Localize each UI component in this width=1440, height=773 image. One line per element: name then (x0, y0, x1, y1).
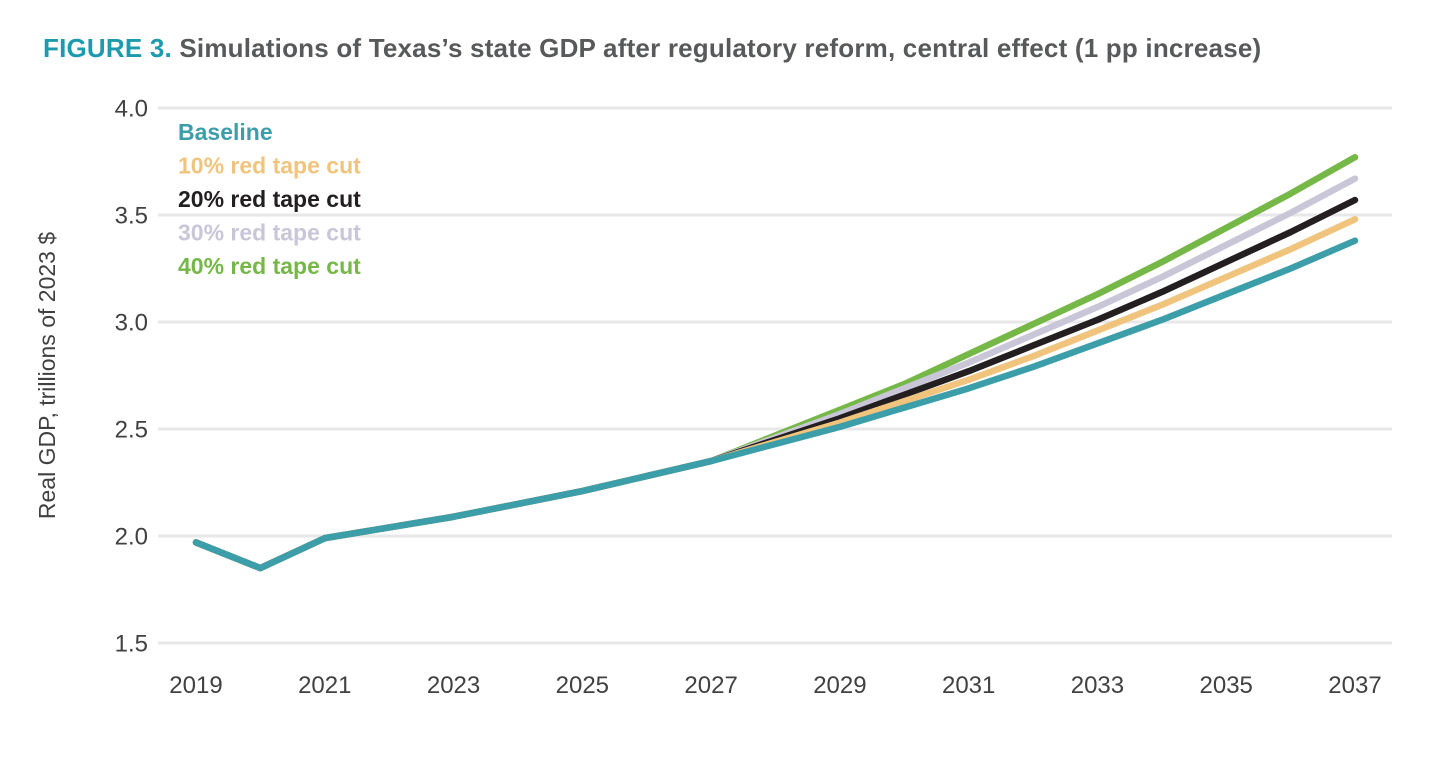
legend-item-40-red-tape-cut: 40% red tape cut (178, 253, 361, 279)
x-tick-label: 2031 (942, 672, 995, 699)
figure-title: FIGURE 3. Simulations of Texas’s state G… (43, 33, 1261, 63)
legend-item-10-red-tape-cut: 10% red tape cut (178, 153, 361, 179)
x-tick-label: 2037 (1328, 672, 1381, 699)
figure-title-prefix: FIGURE 3. (43, 33, 172, 63)
series-line-40-red-tape-cut (192, 153, 1359, 572)
x-tick-label: 2033 (1071, 672, 1124, 699)
legend-item-20-red-tape-cut: 20% red tape cut (178, 186, 361, 212)
series-line-10-red-tape-cut (192, 216, 1359, 572)
series-line-30-red-tape-cut (192, 175, 1359, 572)
y-tick-label: 3.0 (115, 310, 148, 337)
x-tick-label: 2025 (556, 672, 609, 699)
y-tick-label: 2.5 (115, 417, 148, 444)
x-tick-label: 2035 (1200, 672, 1253, 699)
y-tick-label: 1.5 (115, 631, 148, 658)
y-tick-label: 4.0 (115, 96, 148, 123)
x-tick-label: 2019 (169, 672, 222, 699)
y-axis-title: Real GDP, trillions of 2023 $ (34, 232, 60, 519)
y-tick-label: 2.0 (115, 524, 148, 551)
y-tick-label: 3.5 (115, 203, 148, 230)
figure-title-text: Simulations of Texas’s state GDP after r… (171, 33, 1262, 63)
x-tick-label: 2027 (684, 672, 737, 699)
x-tick-label: 2029 (813, 672, 866, 699)
legend-item-30-red-tape-cut: 30% red tape cut (178, 220, 361, 246)
series-line-baseline (192, 237, 1359, 572)
x-tick-label: 2021 (298, 672, 351, 699)
legend-item-baseline: Baseline (178, 119, 273, 145)
x-tick-label: 2023 (427, 672, 480, 699)
